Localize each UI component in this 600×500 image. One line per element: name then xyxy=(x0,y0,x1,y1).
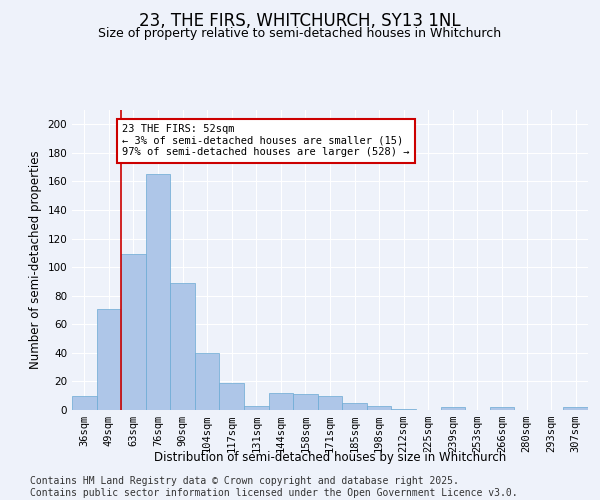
Y-axis label: Number of semi-detached properties: Number of semi-detached properties xyxy=(29,150,42,370)
Bar xyxy=(490,407,514,410)
Bar xyxy=(269,393,293,410)
Bar xyxy=(367,406,391,410)
Bar xyxy=(293,394,318,410)
Text: Size of property relative to semi-detached houses in Whitchurch: Size of property relative to semi-detach… xyxy=(98,28,502,40)
Bar xyxy=(97,308,121,410)
Text: 23, THE FIRS, WHITCHURCH, SY13 1NL: 23, THE FIRS, WHITCHURCH, SY13 1NL xyxy=(139,12,461,30)
Bar xyxy=(195,353,220,410)
Bar xyxy=(170,283,195,410)
Bar xyxy=(220,383,244,410)
Bar xyxy=(342,403,367,410)
Text: 23 THE FIRS: 52sqm
← 3% of semi-detached houses are smaller (15)
97% of semi-det: 23 THE FIRS: 52sqm ← 3% of semi-detached… xyxy=(122,124,410,158)
Bar xyxy=(440,407,465,410)
Bar xyxy=(391,408,416,410)
Text: Contains HM Land Registry data © Crown copyright and database right 2025.
Contai: Contains HM Land Registry data © Crown c… xyxy=(30,476,518,498)
Bar xyxy=(146,174,170,410)
Text: Distribution of semi-detached houses by size in Whitchurch: Distribution of semi-detached houses by … xyxy=(154,451,506,464)
Bar xyxy=(318,396,342,410)
Bar xyxy=(563,407,588,410)
Bar xyxy=(72,396,97,410)
Bar xyxy=(244,406,269,410)
Bar xyxy=(121,254,146,410)
